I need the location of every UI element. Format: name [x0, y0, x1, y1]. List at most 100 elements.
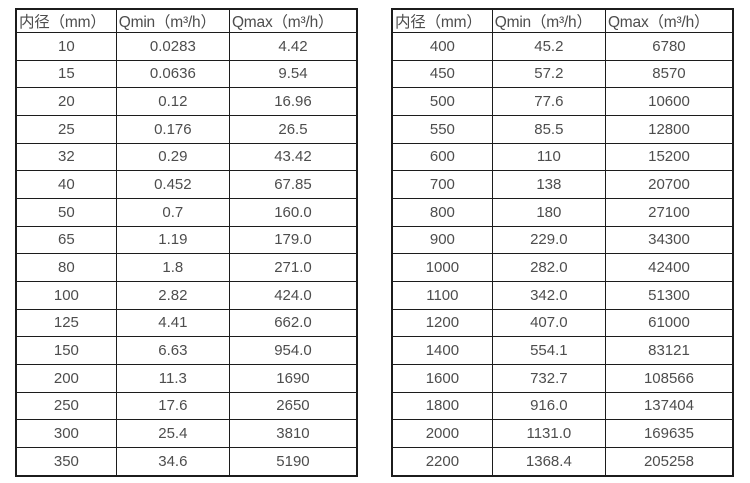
table-cell: 1400 — [391, 336, 493, 365]
table-row: 500 77.6 10600 — [391, 87, 734, 116]
table-cell: 0.452 — [115, 170, 230, 199]
table-header-cell: Qmax（m³/h） — [228, 8, 358, 33]
table-cell: 1.8 — [115, 253, 230, 282]
table-row: 350 34.6 5190 — [15, 446, 358, 477]
table-cell: 9.54 — [228, 59, 358, 89]
table-cell: 662.0 — [228, 308, 358, 338]
table-row: 900 229.0 34300 — [391, 225, 734, 255]
table-cell: 282.0 — [491, 253, 606, 282]
flow-table-small-diameters: 内径（mm） Qmin（m³/h） Qmax（m³/h） 10 0.0283 4.42 15… — [15, 8, 358, 477]
table-cell: 500 — [391, 87, 493, 116]
table-cell: 732.7 — [491, 363, 606, 393]
table-header-cell: 内径（mm） — [15, 8, 117, 33]
table-cell: 43.42 — [228, 142, 358, 172]
table-header-row: 内径（mm） Qmin（m³/h） Qmax（m³/h） — [391, 8, 734, 33]
table-cell: 954.0 — [228, 336, 358, 365]
table-row: 1100 342.0 51300 — [391, 280, 734, 310]
table-row: 1400 554.1 83121 — [391, 336, 734, 365]
table-cell: 137404 — [604, 391, 734, 421]
table-cell: 32 — [15, 142, 117, 172]
table-cell: 600 — [391, 142, 493, 172]
table-cell: 1800 — [391, 391, 493, 421]
table-cell: 51300 — [604, 280, 734, 310]
table-row: 550 85.5 12800 — [391, 114, 734, 144]
table-row: 15 0.0636 9.54 — [15, 59, 358, 89]
table-cell: 27100 — [604, 197, 734, 227]
table-cell: 10600 — [604, 87, 734, 116]
table-row: 1800 916.0 137404 — [391, 391, 734, 421]
table-cell: 200 — [15, 363, 117, 393]
table-cell: 2200 — [391, 446, 493, 477]
table-row: 250 17.6 2650 — [15, 391, 358, 421]
table-cell: 160.0 — [228, 197, 358, 227]
table-header-cell: Qmin（m³/h） — [491, 8, 606, 33]
table-cell: 15 — [15, 59, 117, 89]
table-cell: 85.5 — [491, 114, 606, 144]
table-cell: 179.0 — [228, 225, 358, 255]
table-cell: 1.19 — [115, 225, 230, 255]
table-cell: 15200 — [604, 142, 734, 172]
table-row: 1600 732.7 108566 — [391, 363, 734, 393]
table-cell: 229.0 — [491, 225, 606, 255]
table-cell: 6.63 — [115, 336, 230, 365]
table-row: 1000 282.0 42400 — [391, 253, 734, 282]
table-row: 125 4.41 662.0 — [15, 308, 358, 338]
table-cell: 342.0 — [491, 280, 606, 310]
table-cell: 40 — [15, 170, 117, 199]
table-cell: 67.85 — [228, 170, 358, 199]
table-cell: 550 — [391, 114, 493, 144]
table-cell: 8570 — [604, 59, 734, 89]
table-cell: 65 — [15, 225, 117, 255]
table-row: 40 0.452 67.85 — [15, 170, 358, 199]
table-cell: 0.12 — [115, 87, 230, 116]
table-row: 450 57.2 8570 — [391, 59, 734, 89]
table-row: 1200 407.0 61000 — [391, 308, 734, 338]
table-row: 100 2.82 424.0 — [15, 280, 358, 310]
table-cell: 108566 — [604, 363, 734, 393]
table-cell: 20700 — [604, 170, 734, 199]
table-cell: 6780 — [604, 32, 734, 61]
table-row: 10 0.0283 4.42 — [15, 32, 358, 61]
table-cell: 300 — [15, 419, 117, 448]
table-cell: 12800 — [604, 114, 734, 144]
table-row: 20 0.12 16.96 — [15, 87, 358, 116]
table-cell: 407.0 — [491, 308, 606, 338]
table-cell: 125 — [15, 308, 117, 338]
table-cell: 16.96 — [228, 87, 358, 116]
table-cell: 25 — [15, 114, 117, 144]
table-cell: 34300 — [604, 225, 734, 255]
table-cell: 57.2 — [491, 59, 606, 89]
table-cell: 77.6 — [491, 87, 606, 116]
table-cell: 2.82 — [115, 280, 230, 310]
table-cell: 100 — [15, 280, 117, 310]
table-cell: 3810 — [228, 419, 358, 448]
table-cell: 0.7 — [115, 197, 230, 227]
table-cell: 205258 — [604, 446, 734, 477]
table-header-cell: Qmax（m³/h） — [604, 8, 734, 33]
table-header-row: 内径（mm） Qmin（m³/h） Qmax（m³/h） — [15, 8, 358, 33]
table-cell: 800 — [391, 197, 493, 227]
table-cell: 1131.0 — [491, 419, 606, 448]
table-cell: 450 — [391, 59, 493, 89]
table-cell: 1200 — [391, 308, 493, 338]
table-row: 2000 1131.0 169635 — [391, 419, 734, 448]
table-cell: 554.1 — [491, 336, 606, 365]
table-cell: 4.42 — [228, 32, 358, 61]
table-cell: 17.6 — [115, 391, 230, 421]
table-cell: 0.0636 — [115, 59, 230, 89]
table-row: 150 6.63 954.0 — [15, 336, 358, 365]
table-cell: 50 — [15, 197, 117, 227]
table-row: 600 110 15200 — [391, 142, 734, 172]
table-cell: 1690 — [228, 363, 358, 393]
table-cell: 900 — [391, 225, 493, 255]
table-row: 65 1.19 179.0 — [15, 225, 358, 255]
table-cell: 11.3 — [115, 363, 230, 393]
table-cell: 150 — [15, 336, 117, 365]
table-cell: 180 — [491, 197, 606, 227]
table-cell: 1100 — [391, 280, 493, 310]
table-cell: 26.5 — [228, 114, 358, 144]
table-cell: 1368.4 — [491, 446, 606, 477]
table-cell: 271.0 — [228, 253, 358, 282]
table-cell: 20 — [15, 87, 117, 116]
